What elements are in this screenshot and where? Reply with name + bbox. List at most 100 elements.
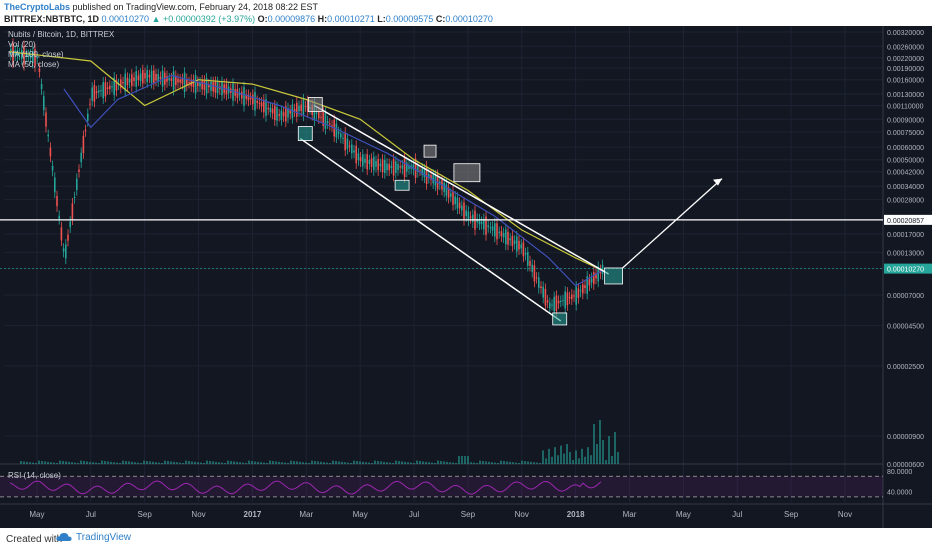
candle-body: [370, 158, 373, 167]
volume-bar: [167, 461, 169, 464]
touch-point-box: [453, 163, 481, 183]
candle-body: [58, 215, 60, 219]
candle-body: [511, 235, 514, 246]
candle-body: [450, 193, 452, 197]
candle-body: [447, 187, 450, 198]
candle-body: [157, 74, 159, 82]
volume-bar: [143, 460, 145, 464]
volume-bars: [20, 420, 619, 464]
volume-bar: [392, 463, 394, 464]
x-tick-label: Mar: [623, 510, 637, 519]
x-tick-label: Mar: [299, 510, 313, 519]
candle-body: [496, 223, 498, 240]
volume-bar: [101, 460, 103, 464]
y-tick-label: 0.00260000: [887, 44, 924, 51]
volume-bar: [572, 460, 574, 464]
volume-bar: [539, 463, 541, 464]
channel-lower-line: [299, 137, 562, 322]
candle-body: [137, 75, 140, 81]
candle-body: [555, 295, 558, 311]
x-tick-label: May: [676, 510, 691, 519]
volume-bar: [116, 462, 118, 464]
candle-body: [364, 158, 366, 163]
volume-bar: [278, 461, 280, 464]
candle-body: [34, 49, 36, 67]
volume-bar: [86, 461, 88, 464]
candle-body: [315, 112, 318, 114]
tradingview-brand[interactable]: TradingView: [56, 532, 131, 543]
candle-body: [285, 106, 287, 122]
volume-bar: [125, 461, 127, 464]
candle-body: [403, 158, 406, 177]
candle-body: [172, 71, 175, 90]
volume-bar: [560, 445, 562, 464]
candle-body: [463, 202, 465, 220]
volume-bar: [242, 462, 244, 464]
candle-body: [307, 100, 309, 112]
candle-body: [208, 84, 210, 88]
candle-body: [494, 223, 496, 237]
candle-body: [249, 97, 252, 100]
candle-body: [535, 277, 538, 279]
candle-body: [25, 53, 27, 57]
volume-bar: [344, 462, 346, 464]
candle-body: [100, 90, 102, 92]
candle-body: [120, 79, 122, 88]
y-tick-label: 0.00042000: [887, 170, 924, 177]
candle-body: [562, 300, 564, 302]
candle-body: [465, 210, 467, 217]
candle-body: [386, 163, 388, 171]
candle-body: [381, 159, 384, 173]
candle-body: [522, 242, 525, 257]
candle-body: [166, 75, 168, 82]
candle-body: [236, 88, 239, 98]
volume-bar: [308, 463, 310, 464]
y-tick-label: 0.00004500: [887, 323, 924, 330]
candle-body: [212, 82, 214, 92]
volume-bar: [248, 460, 250, 464]
volume-bar: [446, 461, 448, 464]
volume-bar: [434, 463, 436, 464]
volume-bar: [317, 461, 319, 464]
candle-body: [377, 158, 379, 171]
candle-body: [397, 164, 399, 171]
x-tick-label: 2017: [244, 510, 262, 519]
candle-body: [573, 295, 575, 297]
candle-body: [216, 81, 219, 94]
candle-body: [161, 70, 164, 87]
publisher-name[interactable]: TheCryptoLabs: [4, 2, 71, 12]
close-value: 0.00010270: [445, 14, 493, 24]
volume-bar: [134, 462, 136, 464]
candle-body: [557, 300, 560, 304]
volume-bar: [179, 462, 181, 464]
candle-body: [461, 205, 463, 211]
volume-bar: [335, 461, 337, 464]
candle-body: [551, 304, 553, 306]
x-tick-label: Jul: [86, 510, 96, 519]
candle-body: [267, 107, 269, 110]
candle-body: [122, 82, 124, 84]
volume-bar: [233, 461, 235, 464]
close-label: C:: [435, 14, 446, 24]
chart-area[interactable]: 0.00320000 0.00260000 0.00220000 0.00190000…: [0, 26, 932, 528]
candle-body: [560, 300, 562, 302]
volume-bar: [260, 462, 262, 464]
volume-bar: [338, 461, 340, 464]
candle-body: [47, 134, 49, 137]
candle-body: [390, 165, 393, 169]
volume-bar: [77, 463, 79, 464]
volume-bar: [26, 461, 28, 464]
volume-bar: [227, 460, 229, 464]
y-tick-label: 0.00002500: [887, 364, 924, 371]
price-chart-svg[interactable]: 0.00320000 0.00260000 0.00220000 0.00190000…: [0, 26, 932, 528]
candle-body: [485, 216, 487, 235]
volume-bar: [266, 463, 268, 464]
volume-bar: [449, 462, 451, 464]
volume-bar: [41, 461, 43, 464]
volume-bar: [329, 463, 331, 464]
volume-bar: [176, 462, 178, 464]
chart-header: TheCryptoLabs published on TradingView.c…: [0, 0, 932, 26]
candle-body: [582, 284, 584, 294]
volume-bar: [20, 461, 22, 464]
volume-bar: [494, 462, 496, 464]
